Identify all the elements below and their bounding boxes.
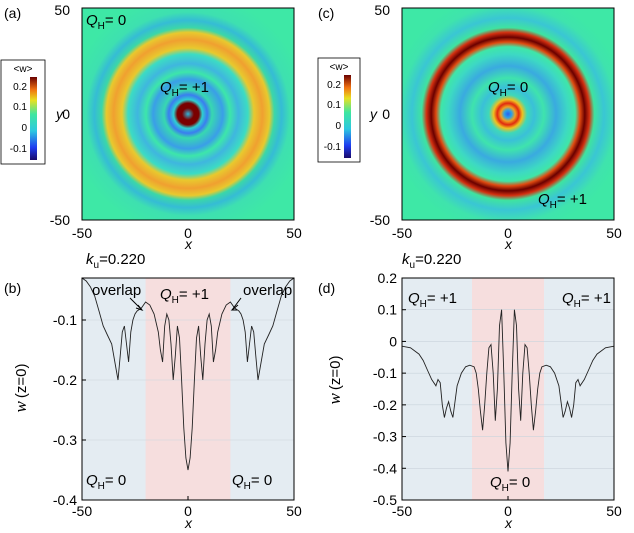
- heatmap-a-annot-center: QH= +1: [160, 79, 209, 99]
- param-a: ku=0.220: [86, 251, 145, 271]
- arrowhead-overlap-right: [230, 304, 239, 311]
- panel-label-a: (a): [4, 5, 21, 21]
- x-axis-label: x: [504, 515, 513, 531]
- x-tick-label: -50: [72, 503, 92, 519]
- y-tick-label: -0.2: [53, 372, 77, 388]
- colorbar-c: <w> 0.2 0.1 0 -0.1: [317, 57, 361, 163]
- y-tick-label: -0.3: [53, 432, 77, 448]
- y-tick-c-0: 0: [382, 106, 390, 122]
- center-region-shade: [471, 278, 545, 500]
- y-tick-label: -0.3: [373, 429, 397, 445]
- y-tick-label: -0.1: [373, 365, 397, 381]
- heatmap-a-annot-topleft: QH= 0: [86, 12, 126, 32]
- y-tick-c-50: 50: [374, 2, 390, 18]
- svg-text:0.2: 0.2: [13, 82, 27, 93]
- y-tick-label: -0.2: [373, 397, 397, 413]
- y-axis-label-a: y: [55, 106, 64, 122]
- svg-text:-0.1: -0.1: [10, 144, 28, 155]
- svg-text:-0.1: -0.1: [324, 142, 342, 153]
- x-tick-label: 50: [606, 503, 622, 519]
- heatmap-c-annot-center: QH= 0: [488, 79, 528, 99]
- region-label-left: QH= +1: [408, 290, 457, 310]
- x-tick-c-0: 0: [504, 225, 512, 241]
- panel-b: (b) w(z=0) -0.1 -0.2 -0.3 -0.4-50 0 50 x QH= +1…: [4, 277, 302, 531]
- series-line: [81, 277, 295, 471]
- svg-text:0.2: 0.2: [327, 80, 341, 91]
- region-label-center: QH= +1: [160, 286, 209, 306]
- svg-text:<w>: <w>: [330, 62, 349, 73]
- x-tick-a-0: 0: [184, 225, 192, 241]
- panel-a: (a) QH= 0 QH= +1 50 0 -50 y -50 0 50 x k…: [0, 2, 302, 271]
- svg-text:0: 0: [335, 121, 341, 132]
- y-tick-label: -0.1: [53, 312, 77, 328]
- x-tick-label: 0: [504, 503, 512, 519]
- svg-text:QH= 0: QH= 0: [86, 12, 126, 32]
- x-tick-a-m50: -50: [72, 225, 92, 241]
- annotation-overlap-left: overlap: [92, 282, 141, 299]
- colorbar-a-title: <w>: [14, 64, 33, 75]
- region-label-center: QH= 0: [490, 474, 530, 494]
- svg-text:0: 0: [21, 123, 27, 134]
- svg-text:QH= +1: QH= +1: [160, 79, 209, 99]
- panel-label-d: (d): [318, 280, 335, 296]
- panel-label-c: (c): [318, 5, 334, 21]
- x-axis-label-a: x: [184, 236, 193, 252]
- heatmap-a-rings: [82, 8, 294, 220]
- region-label-right: QH= +1: [562, 290, 611, 310]
- y-tick-label: 0.1: [378, 302, 398, 318]
- heatmap-c-rings: [402, 8, 614, 220]
- x-tick-c-m50: -50: [392, 225, 412, 241]
- y-tick-a-50: 50: [54, 2, 70, 18]
- y-tick-a-m50: -50: [50, 212, 70, 228]
- annotation-overlap-right: overlap: [243, 282, 292, 299]
- y-tick-label: -0.4: [373, 460, 397, 476]
- y-axis-label-b: w(z=0): [11, 364, 30, 413]
- x-tick-a-50: 50: [286, 225, 302, 241]
- region-label-right: QH= 0: [232, 472, 272, 492]
- svg-text:QH= 0: QH= 0: [488, 79, 528, 99]
- series-line: [401, 309, 615, 472]
- annot-value-a0: = 0: [105, 12, 126, 29]
- x-axis-label: x: [184, 515, 193, 531]
- heatmap-a-frame: [81, 7, 295, 221]
- panel-label-b: (b): [4, 280, 21, 296]
- center-region-shade: [145, 278, 231, 500]
- y-tick-label: 0: [389, 333, 397, 349]
- x-tick-label: -50: [392, 503, 412, 519]
- y-axis-label-c: y: [369, 106, 378, 122]
- svg-text:0.1: 0.1: [13, 102, 27, 113]
- arrowhead-overlap-left: [135, 304, 144, 312]
- y-tick-label: -0.5: [373, 492, 397, 508]
- colorbar-a: <w> 0.2 0.1 0 -0.1: [0, 59, 46, 165]
- panel-d: (d) w(z=0) 0.2 0.1 0 -0.1 -0.2 -0.3 -0.4 -0.5-5…: [318, 270, 622, 531]
- y-axis-label-d: w(z=0): [325, 356, 344, 405]
- y-tick-a-0: 0: [62, 106, 70, 122]
- svg-text:QH= +1: QH= +1: [538, 191, 587, 211]
- param-c: ku=0.220: [402, 251, 461, 271]
- panel-c: (c) QH= 0 QH= +1 50 0 -50 y -50 0 50 x k…: [317, 2, 622, 271]
- svg-text:0.1: 0.1: [327, 100, 341, 111]
- y-tick-c-m50: -50: [370, 212, 390, 228]
- x-axis-label-c: x: [504, 236, 513, 252]
- heatmap-c-frame: [401, 7, 615, 221]
- arrow-overlap-right: [231, 297, 242, 311]
- y-tick-label: -0.4: [53, 492, 77, 508]
- colorbar-a-bar: [30, 77, 37, 160]
- y-tick-label: 0.2: [378, 270, 398, 286]
- x-tick-label: 50: [286, 503, 302, 519]
- x-tick-c-50: 50: [606, 225, 622, 241]
- x-tick-label: 0: [184, 503, 192, 519]
- sub: H: [98, 21, 105, 32]
- heatmap-c-annot-bottomright: QH= +1: [538, 191, 587, 211]
- region-label-left: QH= 0: [86, 472, 126, 492]
